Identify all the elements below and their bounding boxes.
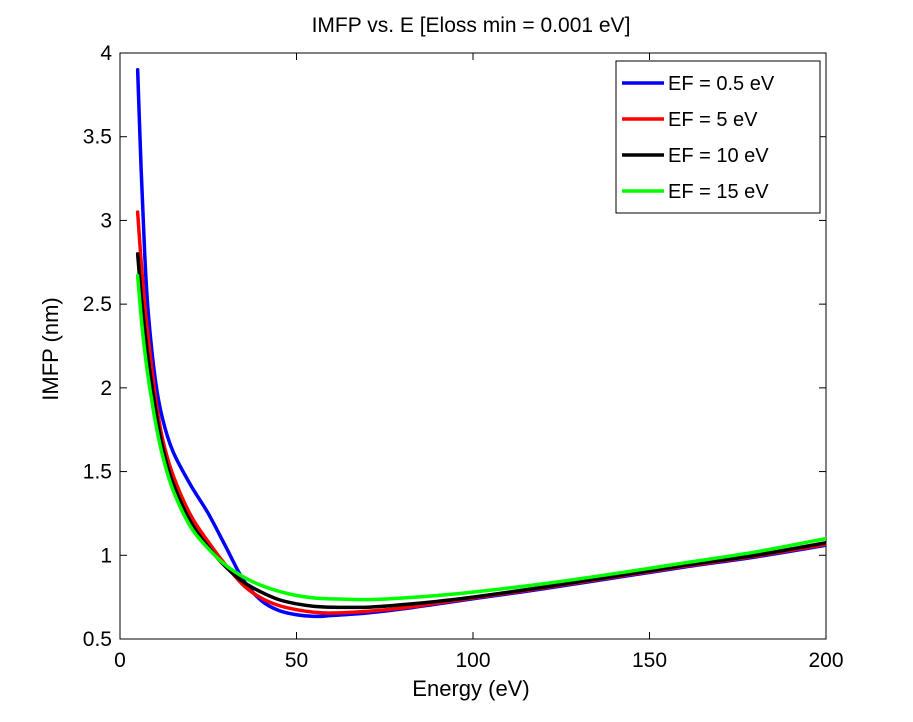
x-tick-label: 200 xyxy=(808,649,843,672)
y-axis-label: IMFP (nm) xyxy=(38,297,63,400)
chart-title: IMFP vs. E [Eloss min = 0.001 eV] xyxy=(312,14,631,37)
series-group xyxy=(135,67,826,619)
x-tick-label: 50 xyxy=(285,649,308,672)
legend-label: EF = 5 eV xyxy=(668,109,758,131)
y-tick-label: 2 xyxy=(100,377,112,400)
legend-box xyxy=(615,60,821,214)
series-line-ef-10-ev xyxy=(135,252,826,610)
y-tick-label: 3.5 xyxy=(83,126,112,149)
legend-label: EF = 15 eV xyxy=(668,181,769,203)
x-tick-label: 150 xyxy=(632,649,667,672)
y-tick-label: 2.5 xyxy=(83,293,112,316)
x-axis-label: Energy (eV) xyxy=(412,676,529,701)
y-tick-label: 4 xyxy=(100,42,112,65)
series-line-ef-15-ev xyxy=(135,273,826,602)
y-tick-label: 0.5 xyxy=(83,628,112,651)
y-tick-label: 1 xyxy=(100,544,112,567)
legend-label: EF = 10 eV xyxy=(668,145,769,167)
legend-label: EF = 0.5 eV xyxy=(668,73,775,95)
x-tick-label: 0 xyxy=(114,649,126,672)
y-tick-label: 1.5 xyxy=(83,461,112,484)
legend: EF = 0.5 eV EF = 5 eV EF = 10 eV EF = 15 eV xyxy=(615,60,821,214)
x-tick-label: 100 xyxy=(455,649,490,672)
y-tick-label: 3 xyxy=(100,209,112,232)
